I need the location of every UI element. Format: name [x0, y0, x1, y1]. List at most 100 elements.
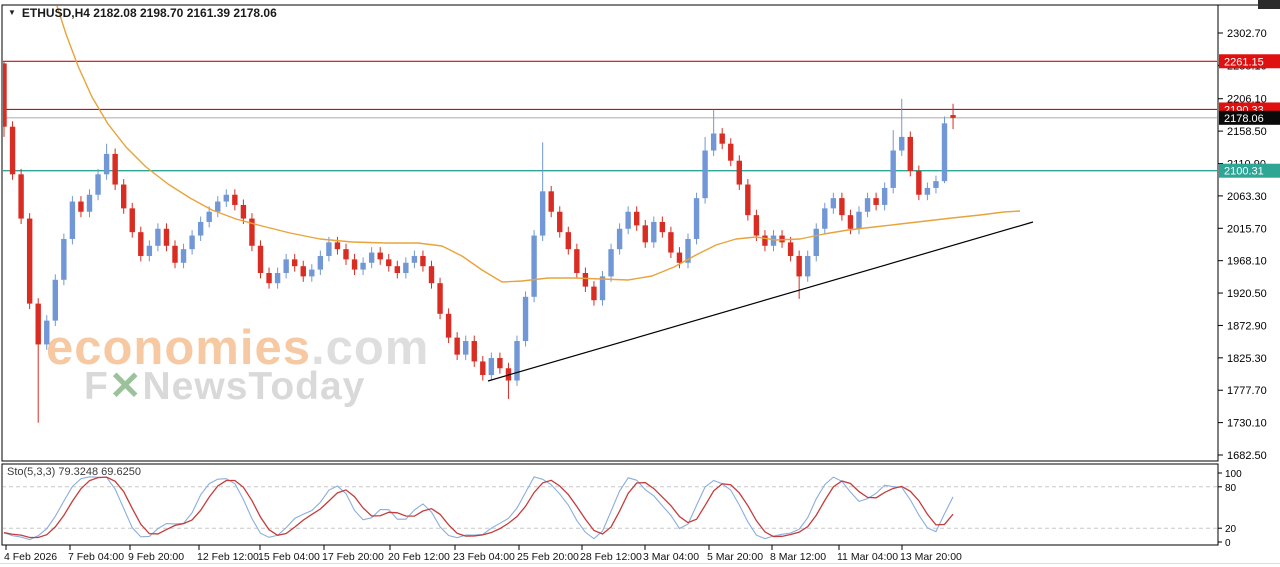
candle [497, 352, 503, 374]
candle [873, 192, 879, 211]
candle [565, 226, 571, 255]
symbol-ohlc-text: ETHUSD,H4 2182.08 2198.70 2161.39 2178.0… [21, 6, 277, 20]
candle [608, 243, 614, 282]
candle [599, 270, 606, 306]
time-tick-label: 7 Feb 04:00 [68, 551, 124, 563]
candle [103, 143, 110, 180]
candle [445, 308, 452, 344]
candle [941, 116, 948, 184]
price-tick-label: 1777.70 [1227, 385, 1267, 397]
candle [539, 142, 546, 242]
stochastic-plot-area[interactable] [2, 476, 1218, 541]
price-axis[interactable]: 2302.702255.102206.102158.502110.902063.… [1218, 28, 1280, 462]
candle [651, 216, 657, 248]
price-tick-label: 2302.70 [1227, 28, 1267, 40]
candle [249, 213, 255, 252]
time-axis[interactable]: 4 Feb 2026 7 Feb 04:00 9 Feb 20:00 12 Feb 1… [4, 545, 962, 564]
time-tick-label: 23 Feb 04:00 [453, 551, 515, 563]
candle [762, 230, 768, 252]
candle [890, 130, 896, 194]
candle [309, 264, 315, 282]
price-tick-label: 1730.10 [1227, 418, 1267, 430]
candle [129, 202, 135, 238]
candle [574, 243, 580, 279]
time-tick-label: 12 Feb 12:00 [197, 551, 259, 563]
candle [907, 131, 913, 177]
price-tick-label: 2015.70 [1227, 223, 1267, 235]
price-tick-label: 1872.90 [1227, 320, 1267, 332]
candle [813, 223, 819, 262]
candle [822, 202, 828, 235]
candle [557, 206, 563, 238]
candle [856, 206, 862, 235]
candle [351, 253, 358, 276]
candle [215, 196, 221, 218]
candle [35, 298, 41, 423]
candle [266, 267, 272, 289]
candle [394, 260, 400, 279]
stochastic-d-line [3, 476, 954, 539]
stochastic-axis[interactable]: 100 80 20 0 [1218, 469, 1242, 549]
candle [300, 260, 306, 282]
candle [463, 335, 469, 361]
candles [3, 61, 956, 423]
candle [830, 192, 837, 214]
moving-average-line[interactable] [56, 6, 1021, 283]
candle [3, 61, 7, 137]
candle [685, 233, 691, 269]
time-tick-label: 28 Feb 12:00 [580, 551, 642, 563]
candle [138, 226, 144, 262]
candle [95, 168, 101, 201]
candle [916, 165, 922, 201]
candle [514, 335, 520, 386]
price-badge: 2261.15 [1219, 54, 1280, 69]
sto-tick-label: 20 [1225, 524, 1237, 535]
candle [189, 230, 195, 255]
candle [616, 223, 623, 255]
candle [745, 179, 751, 221]
candle [386, 253, 392, 272]
chart-title: ▼ ETHUSD,H4 2182.08 2198.70 2161.39 2178… [8, 6, 277, 20]
candle [736, 155, 742, 190]
candle [86, 189, 93, 218]
candle [779, 230, 785, 248]
candle [180, 243, 187, 269]
candle [283, 253, 289, 279]
time-tick-label: 17 Feb 20:00 [322, 551, 384, 563]
candle [223, 189, 229, 207]
time-tick-label: 20 Feb 12:00 [388, 551, 450, 563]
collapse-arrow-icon[interactable]: ▼ [8, 7, 16, 17]
time-tick-label: 15 Feb 04:00 [258, 551, 320, 563]
time-tick-label: 8 Mar 12:00 [770, 551, 826, 563]
candle [488, 352, 495, 381]
candle [625, 206, 631, 235]
candle [471, 335, 477, 367]
candle [924, 182, 931, 201]
candle [197, 216, 204, 242]
candle [548, 185, 554, 218]
candle [480, 355, 486, 381]
horizontal-level-lines [3, 60, 1217, 172]
candle [360, 257, 366, 276]
candle [334, 236, 341, 255]
candle [591, 281, 597, 306]
candle [864, 192, 871, 218]
candle [274, 267, 281, 289]
sto-tick-label: 0 [1225, 538, 1231, 549]
candle [702, 136, 708, 204]
candle [146, 240, 153, 262]
candle [18, 168, 24, 224]
candle [531, 230, 537, 303]
trendline[interactable] [487, 221, 1034, 382]
candle [326, 236, 332, 262]
candle [368, 247, 375, 269]
candle [240, 199, 247, 224]
candle [634, 206, 640, 231]
candle [582, 267, 589, 293]
candle [403, 257, 409, 279]
candle [52, 274, 58, 327]
price-tick-label: 2063.30 [1227, 191, 1267, 203]
price-plot-area[interactable] [1, 6, 1218, 423]
